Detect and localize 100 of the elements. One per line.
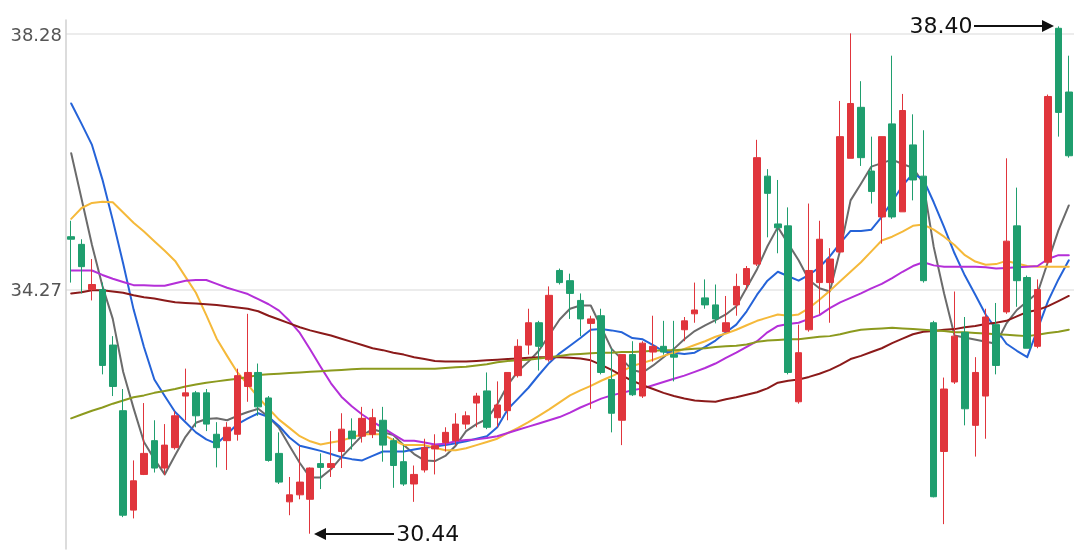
candlestick: [660, 320, 667, 356]
candlestick: [421, 438, 428, 474]
candlestick: [774, 179, 782, 254]
candlestick: [826, 247, 834, 324]
candlestick: [317, 452, 324, 490]
candlestick: [691, 282, 698, 324]
candlestick: [899, 93, 906, 213]
candlestick: [78, 238, 85, 294]
candlestick: [390, 437, 397, 489]
line-series: [70, 102, 1070, 462]
candlestick: [701, 278, 709, 310]
candlestick: [805, 203, 813, 333]
candlestick: [868, 136, 875, 205]
candlestick: [618, 354, 626, 446]
candlestick: [1044, 94, 1052, 265]
candlestick: [369, 408, 376, 439]
candlestick: [358, 406, 366, 444]
candlestick: [410, 465, 418, 503]
candlestick: [764, 168, 771, 238]
candlestick: [909, 113, 917, 201]
candlestick: [535, 320, 543, 372]
candlestick: [88, 258, 96, 301]
candlestick: [743, 265, 750, 291]
candlestick: [566, 273, 574, 320]
candlestick: [784, 206, 792, 375]
candlestick: [712, 284, 719, 324]
candlestick: [99, 282, 106, 375]
candlestick: [920, 129, 927, 284]
candlestick: [275, 431, 283, 485]
candlestick: [629, 340, 636, 397]
candlestick: [795, 324, 802, 405]
candlestick: [1023, 275, 1031, 349]
line-series: [70, 289, 1070, 403]
candlestick: [171, 410, 179, 451]
candlestick: [597, 308, 605, 375]
candlestick: [182, 368, 189, 421]
candlestick: [733, 273, 740, 317]
candlestick: [483, 371, 491, 430]
candlestick: [452, 412, 459, 446]
candlestick: [327, 430, 335, 478]
candlestick: [961, 316, 969, 426]
candlestick: [442, 426, 449, 452]
candlestick: [649, 315, 657, 363]
candlestick: [119, 388, 127, 518]
candlestick: [525, 308, 532, 356]
candlestick: [494, 380, 501, 428]
candlestick: [545, 285, 553, 363]
annotation: 38.40: [909, 13, 973, 40]
candlestick: [109, 335, 117, 397]
candlestick: [753, 139, 761, 267]
candlestick: [140, 402, 148, 476]
candlestick: [338, 412, 345, 469]
candlestick: [400, 444, 407, 487]
candlestick: [244, 313, 252, 403]
candlestick: [473, 392, 480, 428]
candlestick: [992, 302, 1000, 375]
candlestick: [1065, 55, 1073, 159]
line-series: [70, 200, 1070, 452]
candlestick: [462, 410, 470, 430]
candlestick: [670, 320, 678, 382]
candlestick: [348, 417, 356, 451]
candlestick: [888, 55, 896, 220]
line-series: [70, 152, 1070, 479]
candlestick: [940, 377, 948, 525]
candlestick: [151, 419, 158, 474]
candlestick: [972, 356, 979, 458]
candlestick: [951, 291, 958, 385]
candlestick: [213, 421, 220, 468]
candlestick: [930, 320, 937, 498]
candlestick: [504, 371, 511, 421]
candlestick: [836, 100, 844, 254]
candlestick: [265, 395, 272, 463]
candlestick: [234, 368, 241, 442]
candlestick: [161, 423, 168, 476]
annotation: 30.44: [396, 520, 460, 547]
candlestick: [1003, 157, 1010, 315]
y-tick-label: 38.28: [10, 23, 62, 45]
candlestick: [847, 32, 854, 159]
candlestick: [379, 406, 387, 463]
candlestick: [514, 338, 522, 379]
candlestick: [223, 421, 231, 471]
candlestick: [722, 295, 730, 333]
candlestick: [878, 136, 886, 245]
candlestick: [639, 340, 646, 399]
candlestick: [1055, 25, 1062, 138]
candlestick: [1013, 187, 1021, 308]
y-tick-label: 34.27: [10, 279, 62, 301]
candlestick: [1034, 278, 1041, 349]
candlestick: [556, 268, 563, 285]
candlestick: [254, 363, 262, 417]
candlestick: [192, 390, 200, 428]
candlestick: [296, 445, 304, 500]
candlestick: [286, 476, 293, 516]
line-series: [70, 254, 1070, 446]
candlestick: [67, 220, 75, 284]
candlestick: [577, 292, 584, 337]
candlestick: [306, 466, 314, 535]
candlestick: [982, 308, 989, 440]
candlestick: [431, 433, 439, 475]
candlestick: [608, 347, 615, 433]
